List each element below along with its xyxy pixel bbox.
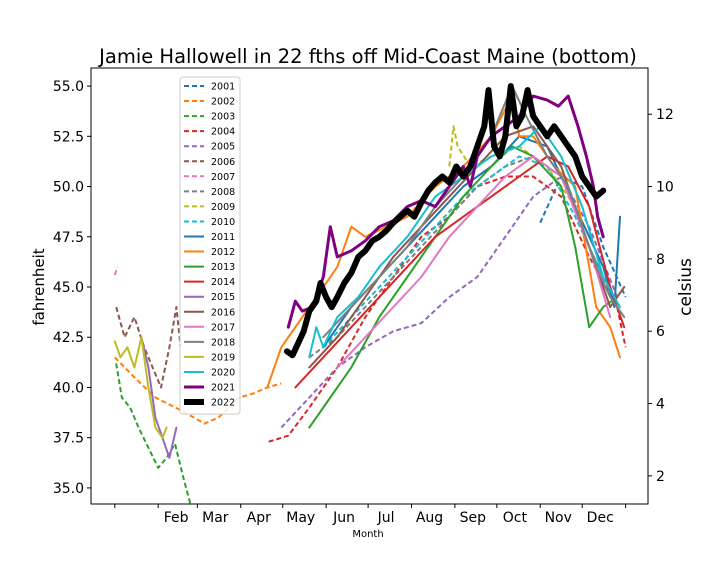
x-axis-label: Month bbox=[352, 529, 383, 540]
y-tick-label: 55.0 bbox=[53, 79, 84, 95]
series-line-2007 bbox=[113, 266, 119, 276]
x-tick-label: Dec bbox=[587, 510, 614, 526]
legend-label: 2001 bbox=[211, 82, 235, 93]
legend-label: 2016 bbox=[211, 307, 235, 318]
series-line-2003 bbox=[115, 363, 192, 505]
x-tick-label: Sep bbox=[460, 510, 487, 526]
plot-frame bbox=[90, 67, 649, 505]
y2-tick-label: 4 bbox=[656, 397, 665, 413]
series-line-2004 bbox=[268, 175, 627, 443]
legend-label: 2021 bbox=[211, 383, 235, 394]
legend-label: 2013 bbox=[211, 262, 235, 273]
y-tick-label: 45.0 bbox=[53, 280, 84, 296]
legend-label: 2019 bbox=[211, 352, 235, 363]
legend-label: 2014 bbox=[211, 277, 235, 288]
x-tick-label: Apr bbox=[247, 510, 271, 526]
x-tick-label: Aug bbox=[416, 510, 443, 526]
x-tick-label: Jun bbox=[332, 510, 355, 526]
x-tick-label: Jul bbox=[377, 510, 395, 526]
series-line-2019 bbox=[113, 336, 168, 439]
legend-label: 2002 bbox=[211, 97, 235, 108]
series-line-2015 bbox=[140, 336, 178, 459]
y-tick-label: 40.0 bbox=[53, 380, 84, 396]
y-tick-label: 47.5 bbox=[53, 230, 84, 246]
legend-label: 2010 bbox=[211, 217, 235, 228]
x-tick-label: Nov bbox=[545, 510, 572, 526]
legend-label: 2003 bbox=[211, 112, 235, 123]
y-tick-label: 42.5 bbox=[53, 330, 84, 346]
y2-tick-label: 6 bbox=[656, 324, 665, 340]
series-line-2022 bbox=[283, 83, 607, 359]
y-tick-label: 37.5 bbox=[53, 431, 84, 447]
legend-label: 2007 bbox=[211, 172, 235, 183]
legend: 2001 2002 2003 2004 2005 2006 2007 2008 2009 2010… bbox=[179, 76, 241, 415]
y2-tick-label: 8 bbox=[656, 252, 665, 268]
legend-label: 2020 bbox=[211, 367, 235, 378]
x-tick-label: Feb bbox=[164, 510, 189, 526]
x-tick-label: Oct bbox=[503, 510, 528, 526]
legend-label: 2006 bbox=[211, 157, 235, 168]
chart-title: Jamie Hallowell in 22 fths off Mid-Coast… bbox=[97, 45, 637, 68]
legend-label: 2017 bbox=[211, 322, 235, 333]
y2-tick-label: 2 bbox=[656, 469, 665, 485]
y-tick-label: 35.0 bbox=[53, 481, 84, 497]
series-line-2002 bbox=[114, 356, 282, 425]
y-tick-label: 52.5 bbox=[53, 129, 84, 145]
legend-label: 2009 bbox=[211, 202, 235, 213]
legend-label: 2012 bbox=[211, 247, 235, 258]
series-line-2021 bbox=[286, 94, 605, 329]
y-tick-label: 50.0 bbox=[53, 180, 84, 196]
y2-axis-label: celsius bbox=[676, 258, 696, 316]
legend-label: 2011 bbox=[211, 232, 235, 243]
series-layer bbox=[113, 83, 627, 505]
y2-tick-label: 12 bbox=[656, 107, 674, 123]
legend-label: 2022 bbox=[211, 398, 235, 409]
series-line-2008 bbox=[308, 155, 619, 359]
series-line-2006 bbox=[115, 306, 182, 389]
x-tick-label: May bbox=[286, 510, 315, 526]
legend-label: 2015 bbox=[211, 292, 235, 303]
legend-label: 2008 bbox=[211, 187, 235, 198]
series-line-2017 bbox=[336, 155, 612, 369]
legend-label: 2018 bbox=[211, 337, 235, 348]
y-axis-label: fahrenheit bbox=[30, 248, 48, 325]
y2-tick-label: 10 bbox=[656, 180, 674, 196]
legend-label: 2005 bbox=[211, 142, 235, 153]
x-tick-label: Mar bbox=[202, 510, 229, 526]
legend-label: 2004 bbox=[211, 127, 235, 138]
tick-layer: Feb Mar Apr May Jun Jul Aug Sep Oct Nov Dec 35.0 37.… bbox=[53, 79, 674, 526]
series-line-2010 bbox=[322, 155, 605, 348]
